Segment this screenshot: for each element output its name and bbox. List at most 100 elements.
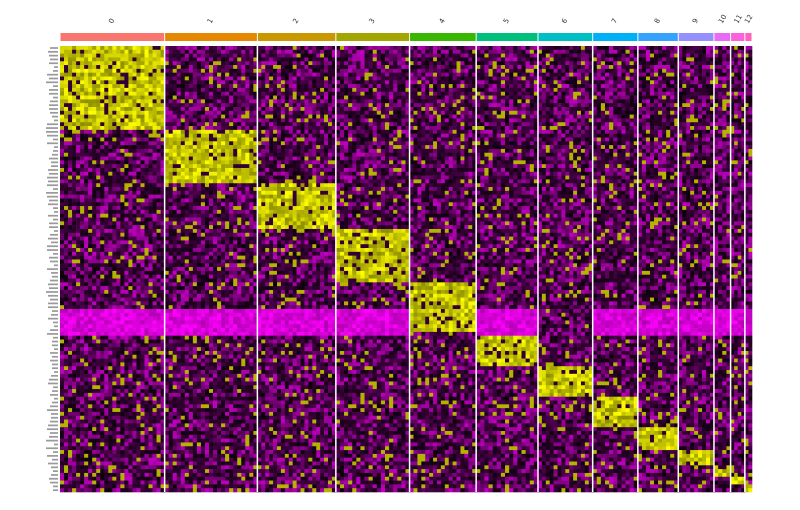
heat-cell <box>201 305 205 309</box>
heat-cell <box>140 198 144 202</box>
heat-cell <box>233 46 237 50</box>
heat-cell <box>157 328 161 332</box>
heat-cell <box>100 218 104 222</box>
heat-cell <box>221 50 225 54</box>
heat-cell <box>88 225 92 229</box>
heat-cell <box>88 439 92 443</box>
heat-cell <box>213 183 217 187</box>
heat-cell <box>145 332 149 336</box>
heat-cell <box>64 370 68 374</box>
heat-cell <box>169 317 173 321</box>
heat-cell <box>84 298 88 302</box>
heat-cell <box>225 221 229 225</box>
heat-cell <box>201 271 205 275</box>
heat-cell <box>132 301 136 305</box>
heat-cell <box>112 481 116 485</box>
heat-cell <box>68 210 72 214</box>
heat-cell <box>64 225 68 229</box>
heat-cell <box>136 46 140 50</box>
heat-cell <box>108 198 112 202</box>
heat-cell <box>249 160 253 164</box>
heat-cell <box>233 206 237 210</box>
heat-cell <box>104 50 108 54</box>
heat-cell <box>229 176 233 180</box>
heat-cell <box>229 282 233 286</box>
heat-cell <box>116 122 120 126</box>
heat-cell <box>100 122 104 126</box>
heat-cell <box>68 202 72 206</box>
heat-cell <box>112 393 116 397</box>
heat-cell <box>104 439 108 443</box>
heat-cell <box>88 477 92 481</box>
heat-cell <box>209 111 213 115</box>
heat-cell <box>120 259 124 263</box>
heat-cell <box>116 294 120 298</box>
heat-cell <box>145 233 149 237</box>
heat-cell <box>233 73 237 77</box>
heat-cell <box>189 343 193 347</box>
heat-cell <box>72 309 76 313</box>
heat-cell <box>149 446 153 450</box>
heat-cell <box>197 328 201 332</box>
heat-cell <box>64 134 68 138</box>
heat-cell <box>124 179 128 183</box>
heat-cell <box>68 298 72 302</box>
heat-cell <box>112 164 116 168</box>
heat-cell <box>209 122 213 126</box>
heat-cell <box>201 103 205 107</box>
heat-cell <box>132 210 136 214</box>
heat-cell <box>128 290 132 294</box>
heat-cell <box>72 416 76 420</box>
heat-cell <box>124 462 128 466</box>
heat-cell <box>177 206 181 210</box>
heat-cell <box>149 134 153 138</box>
heat-cell <box>217 240 221 244</box>
heat-cell <box>104 462 108 466</box>
heat-cell <box>132 263 136 267</box>
heat-cell <box>197 54 201 58</box>
heat-cell <box>209 282 213 286</box>
heat-cell <box>221 343 225 347</box>
heat-cell <box>185 336 189 340</box>
heat-cell <box>124 240 128 244</box>
heat-cell <box>116 202 120 206</box>
heat-cell <box>209 168 213 172</box>
heat-cell <box>209 229 213 233</box>
gene-labels <box>46 47 58 491</box>
heat-cell <box>145 122 149 126</box>
heat-cell <box>60 435 64 439</box>
heat-cell <box>241 69 245 73</box>
heat-cell <box>173 332 177 336</box>
heat-cell <box>157 446 161 450</box>
heat-cell <box>145 450 149 454</box>
heat-cell <box>132 279 136 283</box>
heat-cell <box>84 195 88 199</box>
heat-cell <box>124 77 128 81</box>
heat-cell <box>213 340 217 344</box>
heat-cell <box>72 420 76 424</box>
heat-cell <box>145 172 149 176</box>
heat-cell <box>157 183 161 187</box>
heat-cell <box>157 355 161 359</box>
heat-cell <box>116 92 120 96</box>
heat-cell <box>217 286 221 290</box>
heat-cell <box>84 279 88 283</box>
heat-cell <box>120 374 124 378</box>
heat-cell <box>229 198 233 202</box>
heat-cell <box>68 267 72 271</box>
heat-cell <box>140 340 144 344</box>
heat-cell <box>68 465 72 469</box>
heat-cell <box>177 252 181 256</box>
heat-cell <box>237 54 241 58</box>
heat-cell <box>157 206 161 210</box>
heat-cell <box>128 225 132 229</box>
heat-cell <box>213 92 217 96</box>
heat-cell <box>60 397 64 401</box>
heat-cell <box>157 427 161 431</box>
heat-cell <box>136 446 140 450</box>
heat-cell <box>80 256 84 260</box>
heat-cell <box>245 202 249 206</box>
heat-cell <box>189 229 193 233</box>
heat-cell <box>249 77 253 81</box>
gene-label <box>46 447 58 449</box>
